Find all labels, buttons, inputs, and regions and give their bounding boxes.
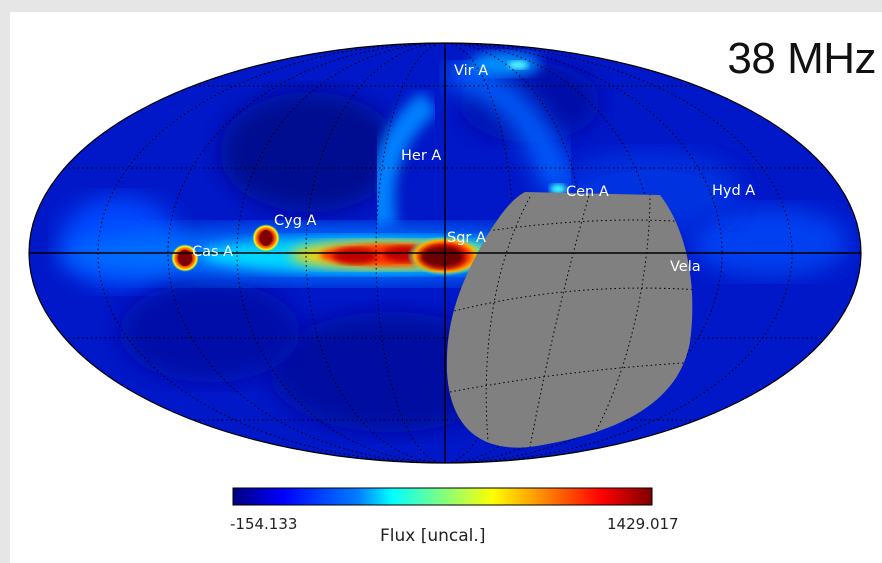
masked-grid (449, 192, 693, 448)
frequency-label: 38 MHz (727, 34, 876, 83)
all-sky-map: Vir A Her A Cen A Hyd A Cyg A Cas A Sgr … (28, 42, 862, 506)
colorbar-max-label: 1429.017 (607, 515, 679, 533)
source-label-vela: Vela (670, 259, 701, 275)
source-label-her-a: Her A (401, 148, 441, 164)
sky-map-panel: Vir A Her A Cen A Hyd A Cyg A Cas A Sgr … (10, 12, 882, 563)
source-label-cyg-a: Cyg A (274, 213, 317, 229)
masked-region (446, 192, 693, 448)
source-label-cas-a: Cas A (192, 244, 233, 260)
colorbar-title: Flux [uncal.] (380, 526, 486, 546)
colorbar-min-label: -154.133 (230, 515, 298, 533)
source-label-vir-a: Vir A (454, 63, 488, 79)
colorbar (232, 487, 653, 506)
source-label-cen-a: Cen A (566, 184, 609, 200)
source-label-sgr-a: Sgr A (447, 230, 486, 246)
source-label-hyd-a: Hyd A (712, 183, 755, 199)
